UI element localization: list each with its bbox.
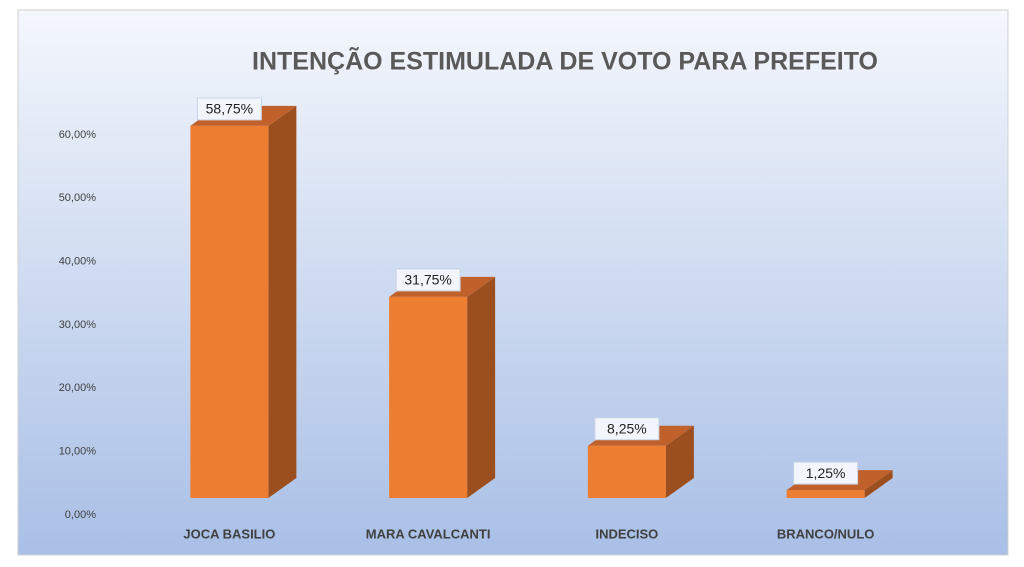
y-tick-label: 60,00% bbox=[59, 129, 97, 141]
x-tick-label: JOCA BASILIO bbox=[183, 526, 275, 541]
y-tick-label: 0,00% bbox=[65, 509, 96, 521]
y-tick-label: 40,00% bbox=[59, 256, 97, 268]
x-tick-label: INDECISO bbox=[595, 526, 658, 541]
bar bbox=[587, 445, 666, 498]
y-tick-label: 10,00% bbox=[59, 446, 97, 458]
value-label-box bbox=[594, 417, 660, 441]
bar-side bbox=[864, 470, 893, 498]
bar-side bbox=[268, 105, 297, 499]
bar bbox=[190, 125, 269, 499]
bar bbox=[786, 490, 865, 498]
bar bbox=[389, 296, 468, 498]
x-tick-label: MARA CAVALCANTI bbox=[366, 526, 491, 541]
value-label-box bbox=[793, 461, 859, 485]
y-tick-label: 30,00% bbox=[59, 319, 97, 331]
value-label-box bbox=[395, 268, 461, 292]
bar-side bbox=[665, 425, 694, 498]
y-tick-label: 20,00% bbox=[59, 382, 97, 394]
value-label: 58,75% bbox=[206, 101, 253, 117]
y-tick-label: 50,00% bbox=[59, 192, 97, 204]
value-label: 8,25% bbox=[607, 420, 647, 436]
value-label-box bbox=[196, 97, 262, 121]
bar-side bbox=[467, 276, 496, 498]
chart-title: INTENÇÃO ESTIMULADA DE VOTO PARA PREFEIT… bbox=[252, 46, 878, 76]
x-tick-label: BRANCO/NULO bbox=[777, 526, 875, 541]
value-label: 31,75% bbox=[404, 272, 451, 288]
value-label: 1,25% bbox=[806, 465, 846, 481]
